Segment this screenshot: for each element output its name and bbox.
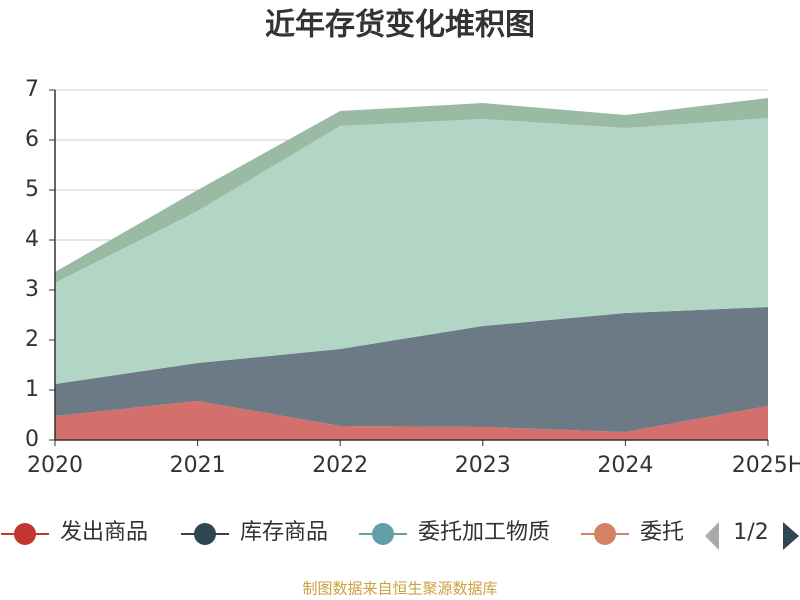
legend: 发出商品 库存商品 委托加工物质 委托 bbox=[1, 520, 684, 545]
legend-label: 发出商品 bbox=[60, 520, 148, 545]
legend-prev-page[interactable] bbox=[705, 522, 719, 550]
y-tick-label: 0 bbox=[25, 427, 39, 452]
area bbox=[55, 307, 768, 432]
legend-label: 库存商品 bbox=[240, 520, 328, 545]
legend-page-indicator: 1/2 bbox=[733, 520, 768, 545]
area bbox=[55, 98, 768, 283]
y-tick-label: 6 bbox=[25, 127, 39, 152]
legend-label: 委托 bbox=[640, 520, 684, 545]
area bbox=[55, 401, 768, 440]
plot-area: 0 1 2 3 4 5 6 7 2020 2021 2022 2023 2024 2025H bbox=[25, 77, 800, 478]
y-tick-label: 5 bbox=[25, 177, 39, 202]
x-tick-label: 2024 bbox=[597, 453, 653, 478]
y-tick-label: 3 bbox=[25, 277, 39, 302]
x-tick-label: 2021 bbox=[170, 453, 226, 478]
legend-marker bbox=[14, 523, 36, 545]
x-tick-label: 2022 bbox=[312, 453, 368, 478]
y-tick-label: 1 bbox=[25, 377, 39, 402]
y-tick-label: 4 bbox=[25, 227, 39, 252]
legend-marker bbox=[372, 523, 394, 545]
source-note: 制图数据来自恒生聚源数据库 bbox=[302, 580, 497, 598]
y-tick-label: 7 bbox=[25, 77, 39, 102]
area bbox=[55, 118, 768, 384]
legend-next-page[interactable] bbox=[783, 522, 799, 550]
x-tick-label: 2025H bbox=[732, 453, 800, 478]
legend-label: 委托加工物质 bbox=[418, 520, 550, 545]
y-tick-label: 2 bbox=[25, 327, 39, 352]
x-tick-label: 2020 bbox=[27, 453, 83, 478]
x-tick-label: 2023 bbox=[455, 453, 511, 478]
legend-marker bbox=[194, 523, 216, 545]
chart-title: 近年存货变化堆积图 bbox=[265, 8, 535, 43]
legend-marker bbox=[594, 523, 616, 545]
